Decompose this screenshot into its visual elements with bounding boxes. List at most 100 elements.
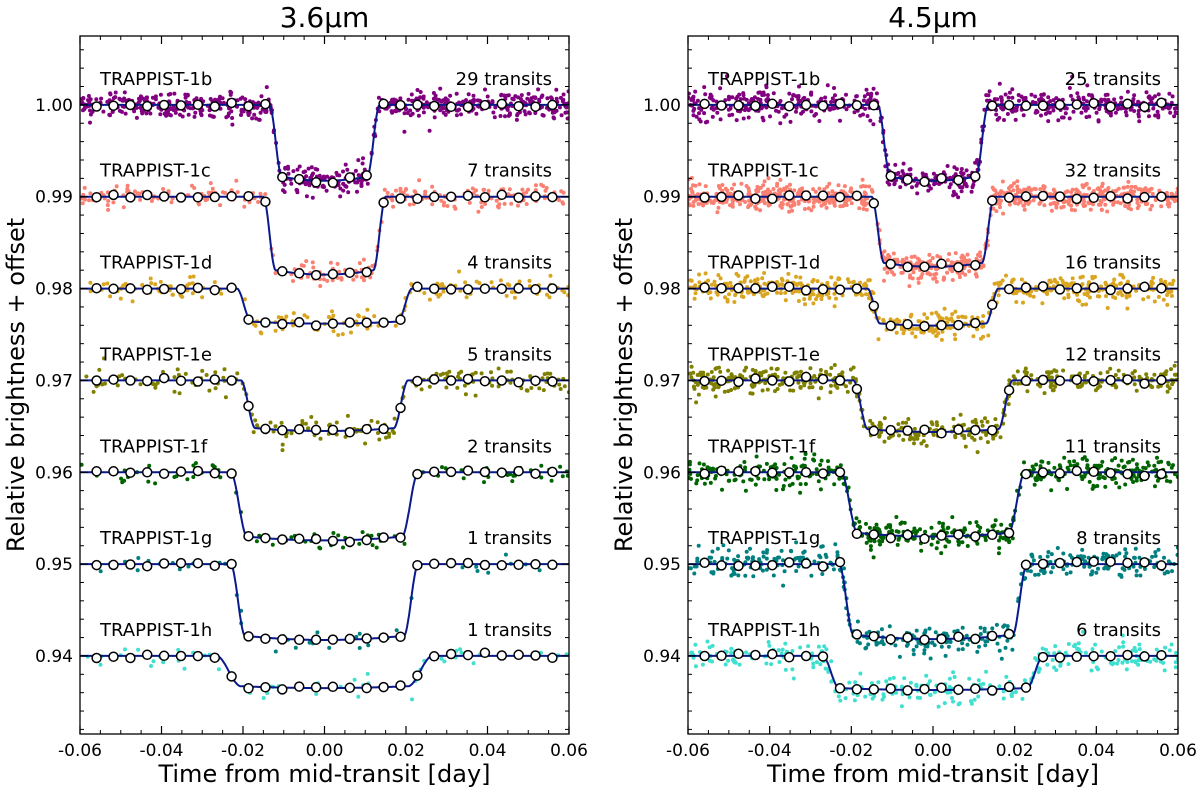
data-point xyxy=(197,202,201,207)
data-point xyxy=(1168,110,1173,115)
data-point xyxy=(901,171,906,176)
data-point xyxy=(492,115,497,120)
data-point xyxy=(844,107,849,112)
binned-point xyxy=(91,101,102,112)
binned-point xyxy=(479,559,491,571)
data-point xyxy=(1103,93,1108,97)
binned-point xyxy=(209,652,221,663)
data-point xyxy=(207,113,212,118)
binned-point xyxy=(767,375,778,386)
data-point xyxy=(1146,295,1151,300)
data-point xyxy=(389,109,394,114)
data-point xyxy=(310,195,315,200)
data-point xyxy=(720,183,725,187)
data-point xyxy=(715,110,720,115)
binned-point xyxy=(277,266,288,277)
data-point xyxy=(819,297,824,301)
data-point xyxy=(560,99,565,104)
data-point xyxy=(929,311,934,316)
binned-point xyxy=(293,268,305,279)
data-point xyxy=(514,117,519,122)
data-point xyxy=(960,253,965,258)
data-point xyxy=(894,330,899,335)
series-trappist-1f xyxy=(80,461,569,551)
data-point xyxy=(354,634,359,639)
data-point xyxy=(190,281,195,286)
data-point xyxy=(325,174,330,179)
data-point xyxy=(945,164,950,168)
data-point xyxy=(158,92,163,97)
binned-point xyxy=(462,190,474,201)
binned-point xyxy=(91,191,102,203)
series-trappist-1b xyxy=(80,85,569,200)
data-point xyxy=(999,95,1004,100)
data-point xyxy=(713,394,718,399)
binned-point xyxy=(513,465,524,477)
data-point xyxy=(119,109,124,114)
data-point xyxy=(235,190,240,195)
data-point xyxy=(308,175,313,180)
data-point xyxy=(353,168,358,173)
binned-point xyxy=(1071,193,1083,205)
data-point xyxy=(1046,370,1051,375)
data-point xyxy=(1084,181,1089,186)
data-point xyxy=(1161,297,1166,302)
binned-point xyxy=(226,375,237,386)
data-point xyxy=(783,290,788,295)
data-point xyxy=(207,388,212,393)
data-point xyxy=(315,630,320,635)
data-point xyxy=(1061,368,1066,373)
data-point xyxy=(1171,278,1176,283)
data-point xyxy=(766,203,771,208)
binned-point xyxy=(767,281,778,293)
data-point xyxy=(398,96,403,101)
data-point xyxy=(1022,207,1027,212)
data-point xyxy=(235,371,240,376)
data-point xyxy=(314,692,319,696)
data-point xyxy=(512,295,517,300)
data-point xyxy=(335,261,340,266)
data-point xyxy=(725,74,729,79)
data-point xyxy=(545,96,550,101)
data-point xyxy=(458,647,463,652)
data-point xyxy=(1056,118,1061,123)
data-point xyxy=(865,92,870,96)
data-point xyxy=(754,206,759,211)
binned-point xyxy=(428,651,440,662)
data-point xyxy=(953,309,958,314)
data-point xyxy=(817,186,822,191)
data-point xyxy=(1120,273,1125,278)
binned-point xyxy=(699,98,710,110)
data-point xyxy=(986,93,991,98)
data-point xyxy=(1087,92,1091,97)
binned-point xyxy=(395,402,406,414)
data-point xyxy=(1152,299,1157,304)
data-point xyxy=(823,95,828,100)
binned-point xyxy=(260,682,271,693)
data-point xyxy=(1014,300,1019,304)
data-point xyxy=(421,96,426,101)
data-point xyxy=(1073,208,1077,213)
binned-point xyxy=(1105,284,1116,296)
data-point xyxy=(138,105,143,110)
data-point xyxy=(253,323,258,328)
binned-point xyxy=(378,681,389,693)
binned-point xyxy=(462,465,474,476)
binned-point xyxy=(479,466,491,478)
data-point xyxy=(838,204,843,209)
binned-point xyxy=(479,192,491,203)
data-point xyxy=(762,179,767,184)
data-point xyxy=(1138,187,1143,192)
data-point xyxy=(1097,187,1102,192)
data-point xyxy=(416,113,421,118)
data-point xyxy=(200,368,205,373)
binned-point xyxy=(141,467,153,478)
y-tick-label: 0.95 xyxy=(35,555,73,575)
data-point xyxy=(825,83,830,88)
data-point xyxy=(701,203,706,208)
data-point xyxy=(994,209,999,214)
data-point xyxy=(822,202,826,207)
binned-point xyxy=(547,283,558,294)
data-point xyxy=(218,203,223,208)
data-point xyxy=(1048,202,1053,207)
